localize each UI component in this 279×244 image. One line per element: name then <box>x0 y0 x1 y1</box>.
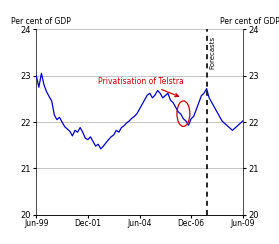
Text: Privatisation of Telstra: Privatisation of Telstra <box>98 77 184 97</box>
Text: Forecasts: Forecasts <box>210 36 216 69</box>
Text: Per cent of GDP: Per cent of GDP <box>220 17 279 26</box>
Text: Per cent of GDP: Per cent of GDP <box>11 17 71 26</box>
